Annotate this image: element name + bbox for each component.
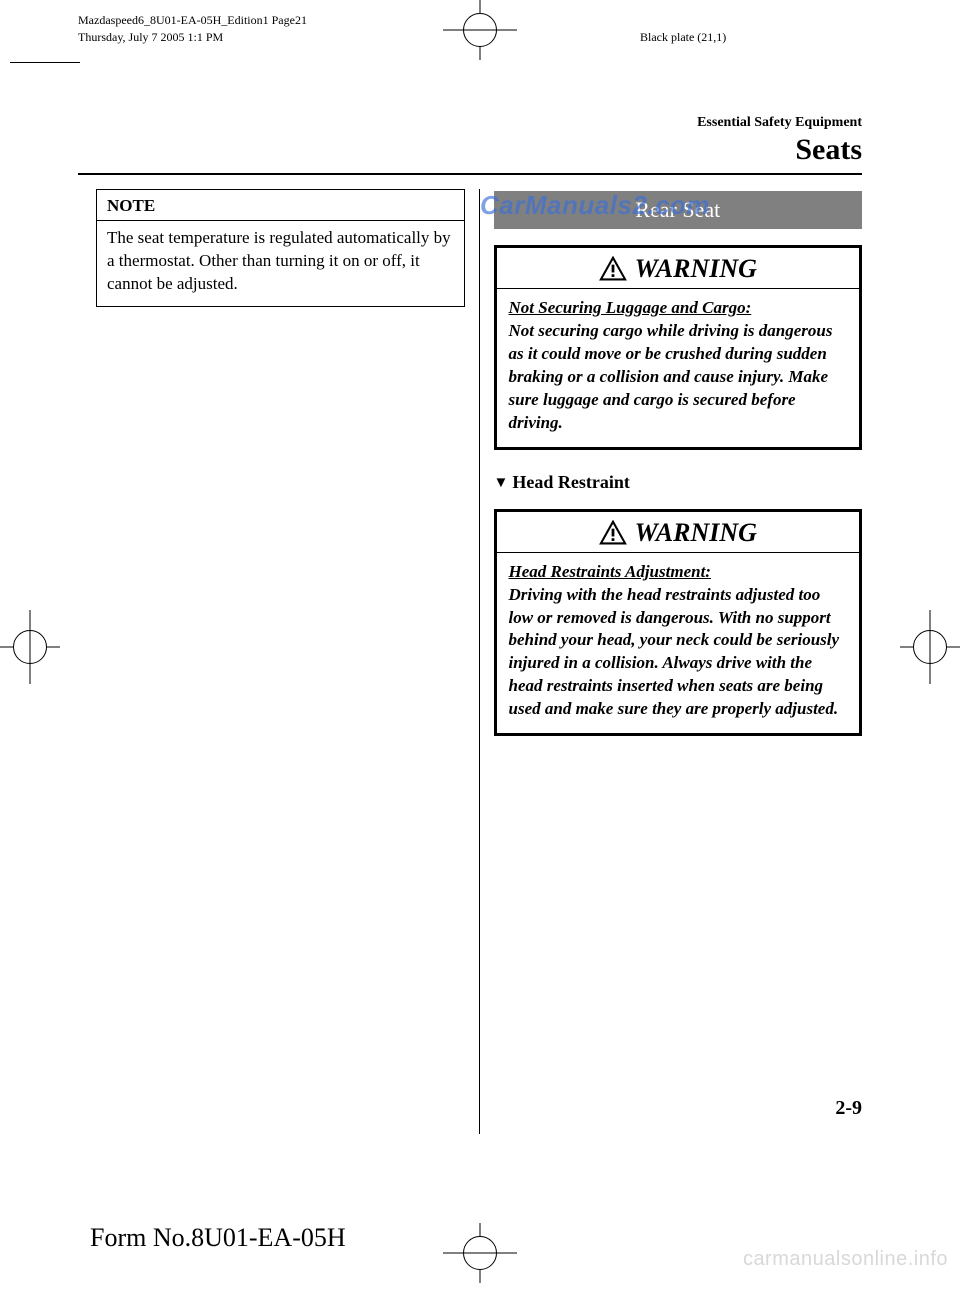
warning-triangle-icon — [599, 520, 627, 546]
warning-label-1: WARNING — [635, 254, 757, 284]
registration-mark-right — [900, 630, 960, 664]
page-title: Seats — [78, 133, 862, 167]
subheading-text: Head Restraint — [512, 472, 629, 492]
page-header: Essential Safety Equipment Seats — [78, 40, 882, 175]
page-number: 2-9 — [835, 1097, 862, 1120]
down-triangle-icon: ▼ — [494, 475, 509, 491]
warning-text-2: Driving with the head restraints adjuste… — [509, 585, 840, 719]
warning-triangle-icon — [599, 256, 627, 282]
warning-box-2: WARNING Head Restraints Adjustment: Driv… — [494, 509, 863, 737]
watermark-bottom: carmanualsonline.info — [743, 1248, 948, 1271]
warning-header-1: WARNING — [497, 248, 860, 289]
chapter-label: Essential Safety Equipment — [78, 115, 862, 131]
left-column: NOTE The seat temperature is regulated a… — [96, 189, 465, 1134]
note-box: NOTE The seat temperature is regulated a… — [96, 189, 465, 307]
warning-box-1: WARNING Not Securing Luggage and Cargo: … — [494, 245, 863, 450]
warning-header-2: WARNING — [497, 512, 860, 553]
note-header: NOTE — [97, 190, 464, 221]
warning-text-1: Not securing cargo while driving is dang… — [509, 321, 833, 432]
warning-body-2: Head Restraints Adjustment: Driving with… — [497, 553, 860, 734]
warning-lead-2: Head Restraints Adjustment: — [509, 562, 711, 581]
warning-label-2: WARNING — [635, 518, 757, 548]
content-columns: NOTE The seat temperature is regulated a… — [78, 175, 882, 1134]
registration-mark-bottom — [463, 1223, 497, 1283]
warning-lead-1: Not Securing Luggage and Cargo: — [509, 298, 752, 317]
form-number: Form No.8U01-EA-05H — [90, 1223, 346, 1253]
print-header-line1: Mazdaspeed6_8U01-EA-05H_Edition1 Page21 — [78, 12, 307, 29]
warning-body-1: Not Securing Luggage and Cargo: Not secu… — [497, 289, 860, 447]
top-crop-line — [10, 62, 80, 63]
subheading-head-restraint: ▼Head Restraint — [494, 472, 863, 493]
right-column: Rear Seat WARNING Not Securing Luggage a… — [494, 189, 863, 1134]
note-body: The seat temperature is regulated automa… — [97, 221, 464, 306]
registration-mark-left — [0, 630, 60, 664]
column-divider — [479, 189, 480, 1134]
watermark-top: CarManuals2.com — [480, 190, 710, 221]
